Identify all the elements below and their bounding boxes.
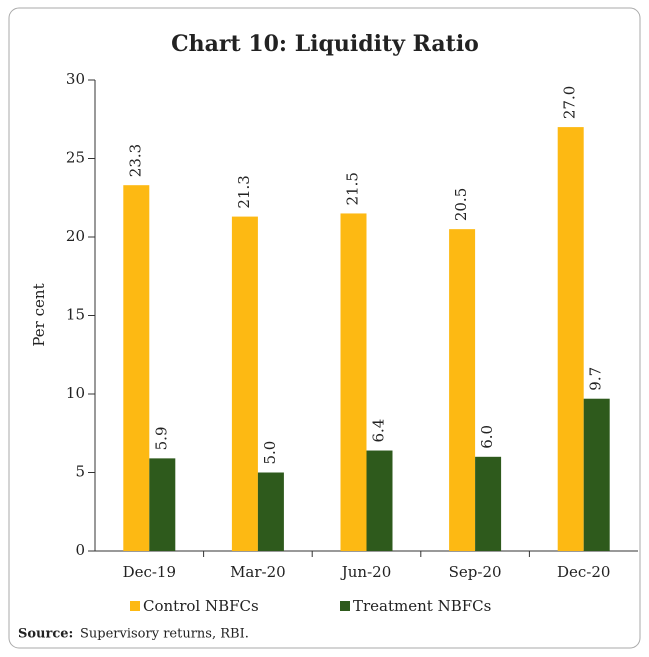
y-tick-label: 10 — [66, 384, 85, 402]
y-tick-label: 30 — [66, 70, 85, 88]
chart-frame — [8, 7, 641, 649]
x-tick-label: Jun-20 — [340, 563, 392, 581]
y-tick-label: 15 — [66, 306, 85, 324]
y-tick-label: 5 — [75, 463, 85, 481]
chart-title: Chart 10: Liquidity Ratio — [171, 31, 479, 57]
data-label: 6.0 — [478, 425, 496, 449]
bar — [475, 456, 502, 551]
y-axis-label: Per cent — [30, 283, 48, 346]
legend-label: Control NBFCs — [143, 597, 259, 615]
data-label: 9.7 — [587, 367, 605, 391]
bar — [449, 229, 476, 551]
x-tick-label: Dec-19 — [123, 563, 176, 581]
data-label: 20.5 — [452, 188, 470, 221]
y-tick-label: 20 — [66, 227, 85, 245]
bar — [257, 472, 284, 551]
source-label: Source: — [18, 627, 73, 642]
bar — [583, 398, 610, 551]
x-tick-label: Sep-20 — [449, 563, 502, 581]
data-label: 23.3 — [126, 144, 144, 177]
source-text: Supervisory returns, RBI. — [80, 627, 249, 642]
x-tick-label: Mar-20 — [230, 563, 286, 581]
legend-swatch — [340, 601, 350, 611]
y-tick-label: 0 — [75, 541, 85, 559]
data-label: 27.0 — [561, 86, 579, 119]
bar — [231, 216, 258, 551]
bar — [123, 185, 150, 551]
data-label: 21.3 — [235, 175, 253, 208]
legend-label: Treatment NBFCs — [353, 597, 491, 615]
bar — [557, 127, 584, 551]
data-label: 5.0 — [261, 441, 279, 465]
legend-swatch — [130, 601, 140, 611]
y-tick-label: 25 — [66, 149, 85, 167]
x-tick-label: Dec-20 — [557, 563, 610, 581]
data-label: 21.5 — [344, 172, 362, 205]
data-label: 5.9 — [152, 427, 170, 451]
bar — [340, 213, 367, 551]
bar — [366, 450, 393, 551]
data-label: 6.4 — [370, 419, 388, 443]
bar — [149, 458, 176, 551]
